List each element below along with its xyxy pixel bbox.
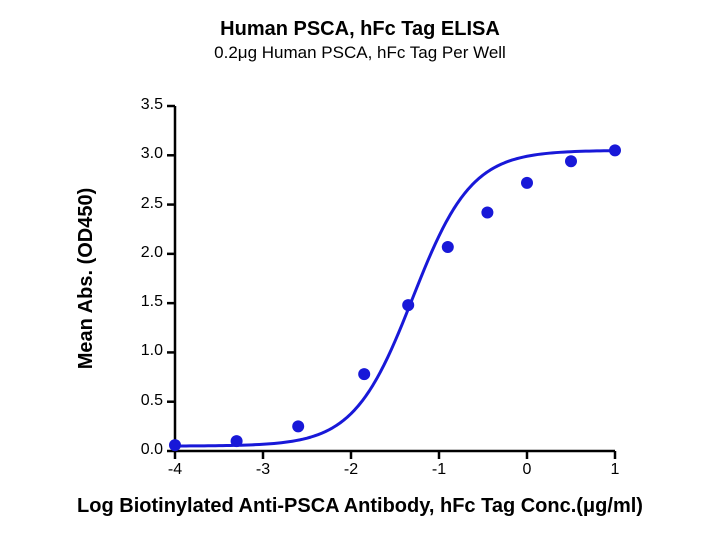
y-tick-label: 0.0 bbox=[123, 441, 163, 459]
x-tick-label: -1 bbox=[424, 461, 454, 479]
y-tick-label: 3.5 bbox=[123, 96, 163, 114]
chart-title: Human PSCA, hFc Tag ELISA bbox=[0, 18, 720, 41]
plot-svg bbox=[175, 106, 615, 451]
y-tick-label: 3.0 bbox=[123, 145, 163, 163]
title-block: Human PSCA, hFc Tag ELISA 0.2μg Human PS… bbox=[0, 18, 720, 63]
y-tick-label: 1.5 bbox=[123, 293, 163, 311]
chart-subtitle: 0.2μg Human PSCA, hFc Tag Per Well bbox=[0, 43, 720, 63]
x-tick-label: -3 bbox=[248, 461, 278, 479]
y-axis-label: Mean Abs. (OD450) bbox=[75, 106, 105, 451]
chart-container: Human PSCA, hFc Tag ELISA 0.2μg Human PS… bbox=[0, 0, 720, 547]
x-tick-label: -2 bbox=[336, 461, 366, 479]
y-tick-label: 0.5 bbox=[123, 392, 163, 410]
y-tick-label: 1.0 bbox=[123, 342, 163, 360]
x-axis-label: Log Biotinylated Anti-PSCA Antibody, hFc… bbox=[0, 495, 720, 518]
x-tick-label: -4 bbox=[160, 461, 190, 479]
y-tick-label: 2.5 bbox=[123, 195, 163, 213]
plot-area bbox=[175, 106, 615, 451]
y-tick-label: 2.0 bbox=[123, 244, 163, 262]
x-tick-label: 0 bbox=[512, 461, 542, 479]
x-tick-label: 1 bbox=[600, 461, 630, 479]
